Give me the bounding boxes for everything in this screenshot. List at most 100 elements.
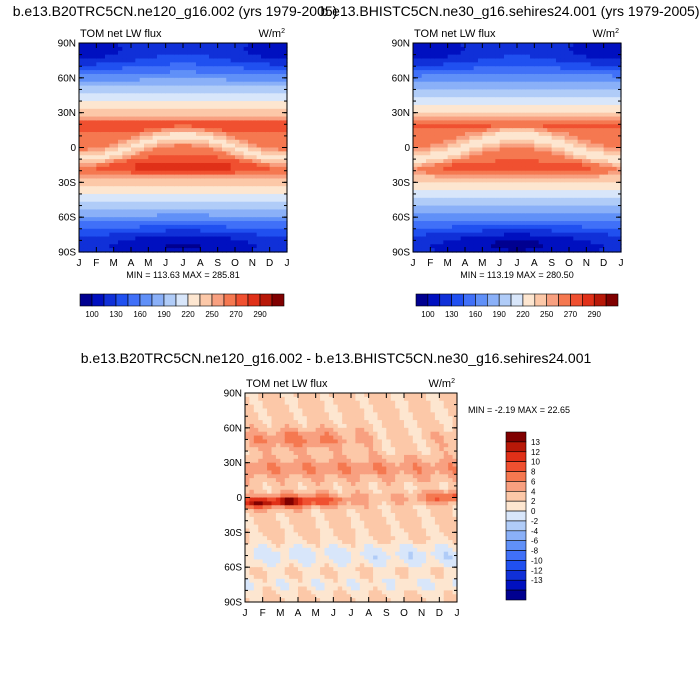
- heatmap-cell: [534, 213, 540, 218]
- heatmap-cell: [230, 159, 236, 164]
- heatmap-cell: [79, 190, 84, 195]
- heatmap-cell: [478, 73, 483, 79]
- heatmap-cell: [105, 128, 110, 133]
- heatmap-cell: [560, 182, 566, 187]
- heatmap-cell: [274, 248, 279, 253]
- heatmap-cell: [87, 178, 93, 183]
- heatmap-cell: [534, 132, 540, 137]
- heatmap-cell: [417, 228, 423, 234]
- heatmap-cell: [499, 46, 505, 52]
- heatmap-cell: [183, 162, 188, 168]
- heatmap-cell: [460, 151, 466, 156]
- heatmap-cell: [556, 66, 561, 71]
- heatmap-cell: [543, 186, 548, 191]
- heatmap-cell: [473, 104, 479, 110]
- heatmap-cell: [213, 248, 219, 253]
- heatmap-cell: [417, 124, 423, 129]
- heatmap-cell: [222, 217, 227, 222]
- heatmap-cell: [261, 43, 266, 48]
- heatmap-cell: [261, 166, 266, 172]
- heatmap-cell: [564, 81, 570, 87]
- heatmap-cell: [187, 50, 193, 56]
- heatmap-cell: [274, 43, 279, 48]
- heatmap-cell: [530, 151, 535, 156]
- heatmap-cell: [87, 116, 93, 122]
- heatmap-cell: [282, 143, 288, 149]
- heatmap-cell: [282, 244, 288, 249]
- heatmap-cell: [556, 46, 561, 52]
- heatmap-cell: [79, 66, 84, 71]
- y-tick-label: 90S: [58, 248, 76, 259]
- heatmap-cell: [269, 58, 275, 63]
- heatmap-cell: [135, 228, 141, 234]
- heatmap-cell: [473, 162, 479, 168]
- heatmap-cell: [243, 193, 249, 199]
- heatmap-cell: [595, 89, 600, 94]
- heatmap-cell: [582, 70, 587, 75]
- heatmap-cell: [504, 50, 509, 56]
- heatmap-cell: [256, 244, 262, 249]
- heatmap-cell: [452, 193, 457, 199]
- heatmap-cell: [512, 201, 518, 207]
- heatmap-cell: [252, 209, 258, 214]
- heatmap-cell: [525, 101, 531, 106]
- heatmap-cell: [417, 58, 423, 63]
- heatmap-cell: [534, 124, 540, 129]
- heatmap-cell: [538, 197, 544, 203]
- heatmap-cell: [265, 108, 271, 114]
- heatmap-cell: [278, 89, 284, 94]
- heatmap-cell: [191, 178, 197, 183]
- heatmap-cell: [482, 124, 488, 129]
- heatmap-cell: [100, 248, 106, 253]
- heatmap-cell: [178, 132, 184, 137]
- heatmap-cell: [265, 178, 271, 183]
- heatmap-cell: [517, 104, 522, 110]
- heatmap-cell: [92, 108, 97, 114]
- heatmap-cell: [547, 139, 553, 145]
- heatmap-cell: [512, 205, 518, 211]
- heatmap-cell: [79, 143, 84, 149]
- heatmap-cell: [282, 147, 288, 152]
- heatmap-cell: [478, 186, 483, 191]
- heatmap-cell: [183, 228, 188, 234]
- heatmap-cell: [178, 174, 184, 180]
- heatmap-cell: [161, 116, 167, 122]
- heatmap-cell: [118, 70, 123, 75]
- heatmap-cell: [131, 151, 136, 156]
- heatmap-cell: [469, 248, 475, 253]
- heatmap-cell: [525, 162, 531, 168]
- heatmap-cell: [170, 236, 175, 241]
- heatmap-cell: [161, 147, 167, 152]
- heatmap-cell: [460, 93, 466, 98]
- heatmap-cell: [126, 217, 132, 222]
- heatmap-cell: [482, 104, 488, 110]
- heatmap-cell: [517, 46, 522, 52]
- heatmap-cell: [569, 50, 574, 56]
- heatmap-cell: [83, 66, 89, 71]
- heatmap-cell: [217, 93, 223, 98]
- heatmap-cell: [239, 93, 245, 98]
- heatmap-cell: [92, 77, 97, 83]
- heatmap-cell: [456, 108, 462, 114]
- heatmap-cell: [269, 240, 275, 245]
- heatmap-cell: [178, 43, 184, 48]
- heatmap-cell: [560, 120, 566, 125]
- heatmap-cell: [530, 104, 535, 110]
- heatmap-cell: [512, 221, 518, 226]
- heatmap-cell: [113, 43, 119, 48]
- heatmap-cell: [139, 186, 145, 191]
- heatmap-cell: [577, 73, 583, 79]
- heatmap-cell: [230, 166, 236, 172]
- heatmap-cell: [213, 85, 219, 91]
- heatmap-cell: [174, 159, 180, 164]
- heatmap-cell: [517, 213, 522, 218]
- heatmap-cell: [265, 159, 271, 164]
- heatmap-cell: [465, 155, 470, 160]
- heatmap-cell: [144, 128, 149, 133]
- heatmap-cell: [222, 73, 227, 79]
- heatmap-cell: [491, 240, 496, 245]
- heatmap-cell: [92, 221, 97, 226]
- heatmap-cell: [512, 232, 518, 238]
- heatmap-cell: [170, 147, 175, 152]
- heatmap-cell: [252, 232, 258, 238]
